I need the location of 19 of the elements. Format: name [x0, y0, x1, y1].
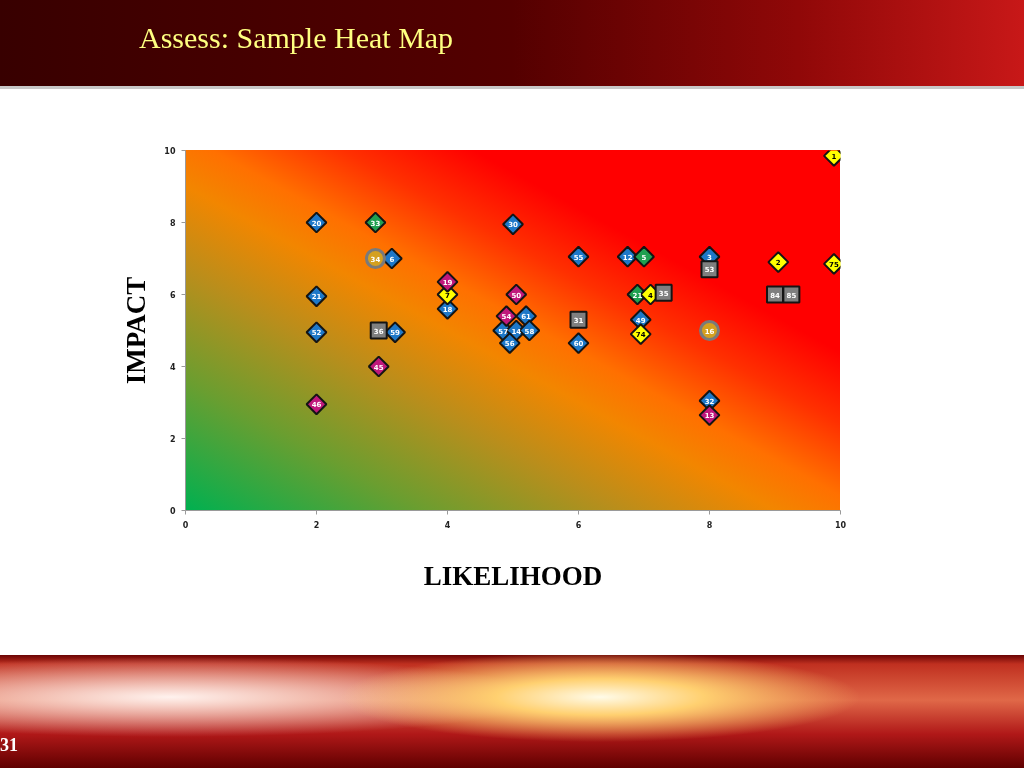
y-tick-label: 0: [169, 507, 176, 516]
point: [767, 251, 790, 273]
x-tick-label: 4: [444, 520, 451, 530]
x-tick-label: 8: [706, 520, 713, 530]
x-tick-label: 6: [575, 520, 582, 530]
x-tick-label: 0: [182, 520, 189, 530]
point: [305, 285, 328, 308]
x-tick-label: 10: [834, 520, 847, 530]
x-tick-label: 2: [313, 520, 320, 530]
text: 31: [0, 734, 18, 756]
y-axis-title: IMPACT: [121, 276, 152, 385]
y-tick-label: 10: [164, 147, 176, 156]
x-axis-title: LIKELIHOOD: [423, 560, 603, 591]
y-tick-label: 8: [169, 219, 176, 228]
point: [633, 245, 655, 268]
chart-title: Assess: Sample Heat Map: [139, 20, 454, 56]
y-tick-label: 2: [169, 435, 176, 444]
y-tick-label: 4: [169, 363, 176, 372]
y-tick-label: 6: [169, 291, 176, 300]
